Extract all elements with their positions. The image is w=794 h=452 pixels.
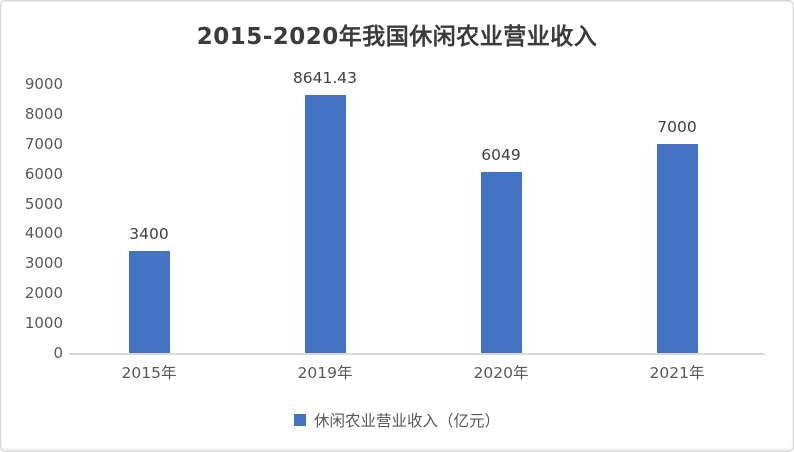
y-tick-label: 5000 <box>24 194 63 213</box>
x-tick-label: 2021年 <box>649 364 705 382</box>
chart-title: 2015-2020年我国休闲农业营业收入 <box>196 24 598 50</box>
x-tick-label: 2015年 <box>121 364 177 382</box>
legend-label: 休闲农业营业收入（亿元） <box>313 412 500 430</box>
bar-value-label: 7000 <box>657 117 697 136</box>
legend-marker-icon <box>293 414 306 426</box>
legend: 休闲农业营业收入（亿元） <box>1 409 793 431</box>
y-tick-label: 4000 <box>24 224 63 243</box>
bar <box>480 172 522 353</box>
y-tick-label: 7000 <box>24 134 63 153</box>
bar-value-label: 6049 <box>481 146 521 165</box>
bar <box>128 251 170 353</box>
bar <box>656 143 698 353</box>
x-tick-label: 2020年 <box>473 364 529 382</box>
y-tick-label: 1000 <box>24 314 63 333</box>
y-tick-label: 0 <box>53 344 63 362</box>
y-tick-label: 9000 <box>24 75 63 93</box>
y-tick-label: 8000 <box>24 104 63 123</box>
y-tick-label: 2000 <box>24 284 63 303</box>
bar-value-label: 3400 <box>129 225 169 244</box>
bar-value-label: 8641.43 <box>292 68 358 87</box>
x-axis-line <box>69 353 765 355</box>
y-tick-label: 3000 <box>24 254 63 273</box>
bar <box>304 94 346 353</box>
y-tick-label: 6000 <box>24 164 63 183</box>
x-tick-label: 2019年 <box>297 364 353 382</box>
